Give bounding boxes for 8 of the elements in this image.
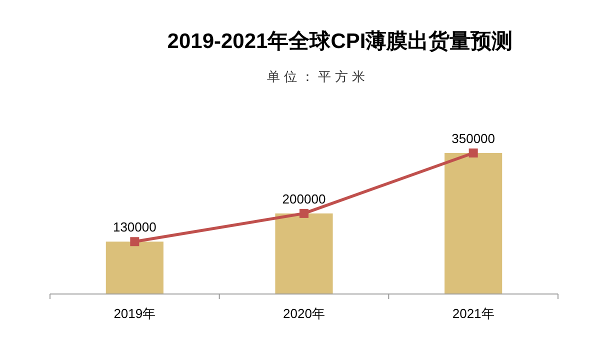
x-tick-label: 2019年: [114, 306, 156, 321]
x-tick-label: 2021年: [452, 306, 494, 321]
chart-subtitle: 单位：平方米: [267, 69, 369, 84]
x-tick-label: 2020年: [283, 306, 325, 321]
data-label: 130000: [112, 220, 156, 235]
chart-title: 2019-2021年全球CPI薄膜出货量预测: [167, 30, 513, 53]
data-label: 350000: [452, 131, 496, 146]
data-label: 200000: [282, 191, 326, 206]
